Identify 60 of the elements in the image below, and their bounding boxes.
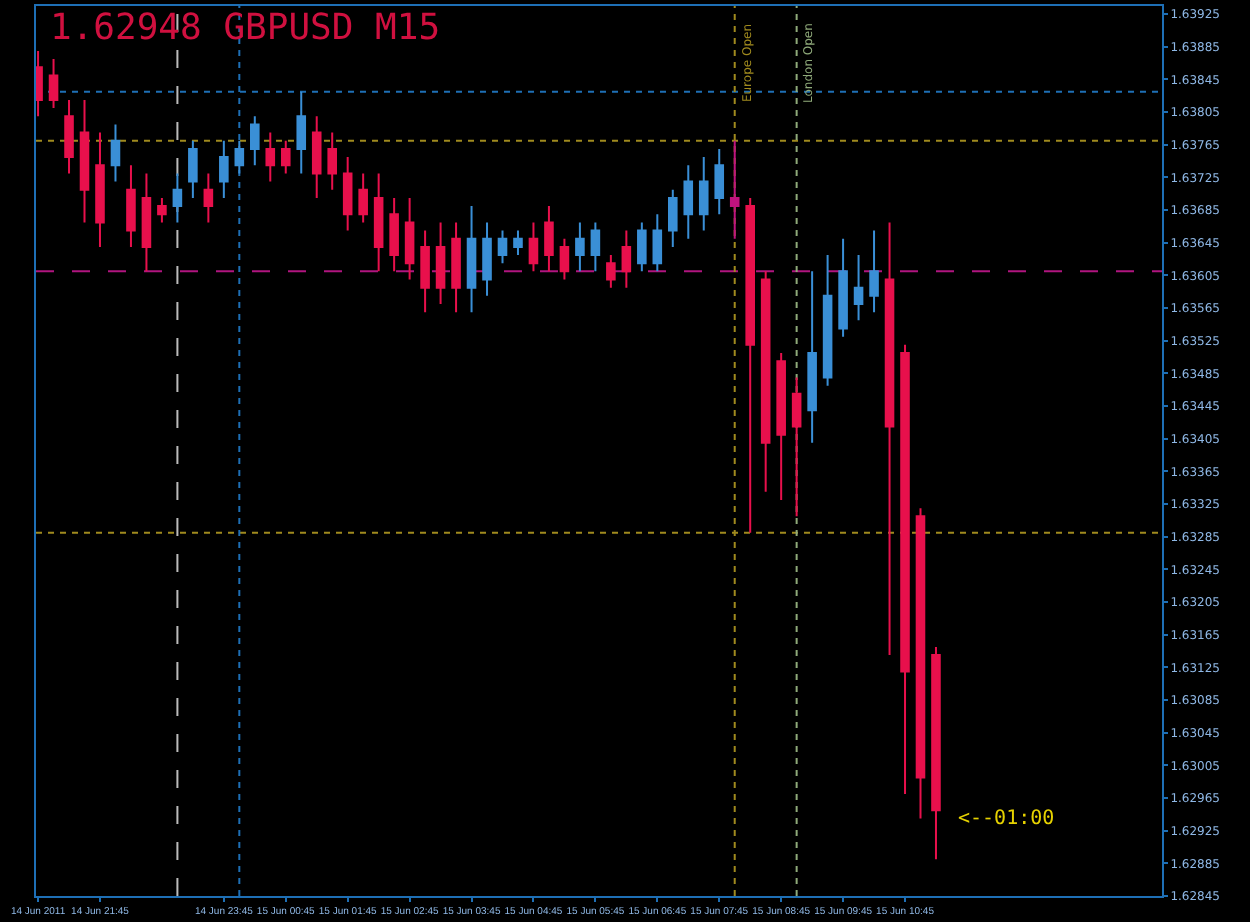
candlestick xyxy=(95,131,105,248)
candlestick xyxy=(79,98,90,224)
candlestick xyxy=(915,507,926,820)
candlestick xyxy=(853,254,864,322)
candlestick xyxy=(451,221,461,314)
candlestick xyxy=(358,172,368,224)
candlestick xyxy=(157,196,167,224)
candlestick xyxy=(435,221,446,306)
candlestick xyxy=(311,115,322,199)
candlestick xyxy=(373,172,384,273)
candlestick xyxy=(389,196,399,273)
candlestick xyxy=(745,196,755,534)
candlestick xyxy=(126,164,136,248)
candlestick xyxy=(404,196,415,281)
candlestick xyxy=(544,205,554,273)
candlestick xyxy=(497,229,508,265)
candlestick xyxy=(203,172,214,224)
candlestick xyxy=(280,139,291,175)
candlestick xyxy=(869,229,879,314)
candlestick xyxy=(575,221,585,273)
candlestick xyxy=(621,229,632,289)
candlestick xyxy=(219,139,229,199)
candlestick xyxy=(606,254,616,289)
candlestick xyxy=(64,98,74,175)
candlestick xyxy=(234,139,245,175)
candlestick xyxy=(931,645,941,861)
annotation: <--01:00 xyxy=(958,808,1055,830)
candlestick xyxy=(513,229,523,257)
candlestick xyxy=(188,139,198,199)
candlestick xyxy=(528,221,539,273)
candlestick xyxy=(652,213,663,273)
candlestick xyxy=(791,376,802,518)
candlestick xyxy=(250,115,260,167)
candlestick xyxy=(296,90,307,175)
candlestick xyxy=(668,188,678,248)
candlestick xyxy=(729,139,740,240)
candlestick xyxy=(776,352,786,501)
candlestick xyxy=(683,164,694,240)
candlestick xyxy=(822,254,833,387)
candlestick xyxy=(884,221,895,657)
candlestick xyxy=(342,156,353,232)
candlestick xyxy=(327,131,337,191)
candlestick xyxy=(172,172,183,224)
candlestick xyxy=(559,237,570,281)
candlestick xyxy=(420,229,430,314)
candlestick xyxy=(760,270,771,493)
candlestick xyxy=(482,221,492,297)
candlestick xyxy=(466,205,477,314)
candlestick xyxy=(110,123,121,183)
candlestick xyxy=(698,156,709,232)
chart-title: 1.62948 GBPUSD M15 xyxy=(50,7,441,50)
candlestick xyxy=(265,131,276,183)
candlestick xyxy=(141,172,152,273)
candlestick xyxy=(807,270,817,444)
candlestick xyxy=(590,221,601,273)
candlestick xyxy=(48,58,59,110)
candlestick xyxy=(900,343,910,795)
candlestick xyxy=(714,147,725,216)
candlestick xyxy=(838,237,848,338)
candlestick xyxy=(637,221,647,273)
